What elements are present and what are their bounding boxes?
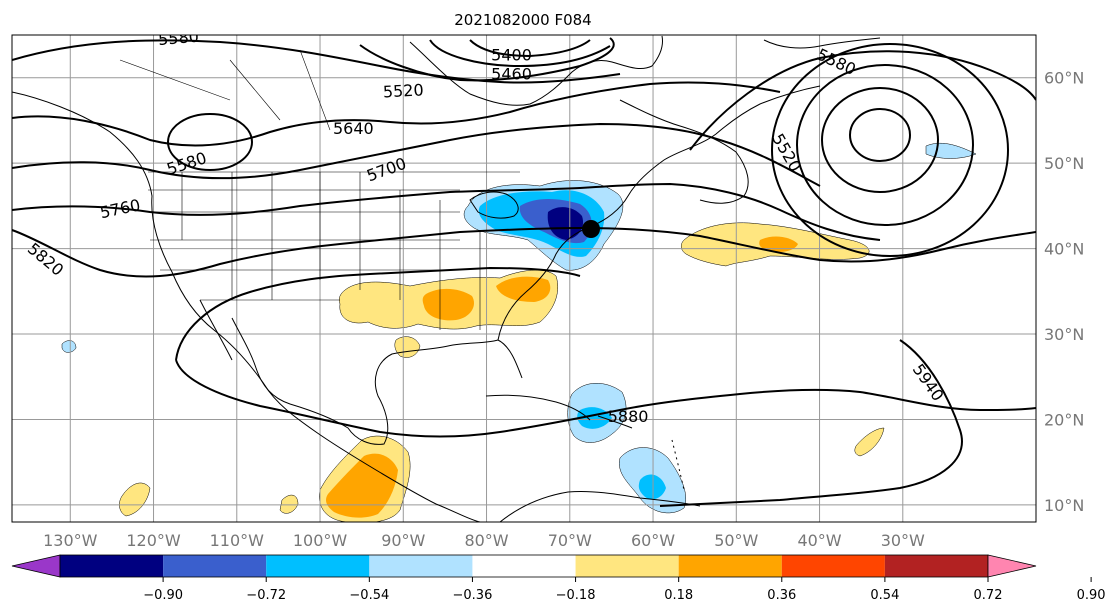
shade-yellow-east-atlantic [854, 427, 885, 457]
coast-greenland [763, 37, 881, 49]
lon-tick-label: 30°W [881, 531, 925, 550]
coast-cuba [485, 394, 591, 421]
contour-atl-low-4 [771, 43, 1009, 257]
colorbar-tick-label: −0.54 [349, 588, 389, 603]
contour-label-text: 5640 [333, 119, 374, 138]
colorbar-tick-label: 0.90 [1077, 588, 1105, 603]
lon-tick-label: 60°W [631, 531, 675, 550]
contour-5640 [12, 81, 781, 147]
contour-atl-low-3 [796, 64, 974, 226]
contour-5940 [659, 339, 963, 507]
colorbar-tick-label: 0.54 [870, 588, 899, 603]
contour-label: 5400 [491, 46, 532, 65]
colorbar-segment [60, 555, 164, 577]
map-area: 5580540054605520564057005580576058205580… [12, 27, 1036, 522]
shade-yellow-pacific-mid [279, 494, 299, 514]
colorbar-segment [163, 555, 267, 577]
contour-label-text: 5580 [157, 27, 199, 49]
coast-antilles [671, 439, 685, 491]
colorbar-extend-high [987, 554, 1037, 578]
colorbar-tick-label: −0.72 [246, 588, 286, 603]
colorbar-tick-label: −0.36 [453, 588, 493, 603]
lon-tick-label: 110°W [210, 531, 265, 550]
lon-tick-label: 70°W [548, 531, 592, 550]
contour-label-text: 5880 [608, 407, 649, 426]
shade-orange-carolinas [496, 276, 551, 302]
contour-5580-low [167, 113, 253, 171]
contour-label-text: 5520 [382, 80, 424, 101]
colorbar-segment [678, 555, 782, 577]
colorbar-tick-label: 0.72 [974, 588, 1003, 603]
coast-great-lakes [469, 191, 519, 219]
contour-5700 [12, 122, 821, 187]
colorbar: −0.90 −0.72 −0.54 −0.36 −0.18 0.18 0.36 0.54 0.7… [11, 554, 1105, 603]
lat-tick-label: 60°N [1044, 69, 1084, 88]
contour-atl-low-1 [849, 108, 911, 162]
shade-orange-central-america [326, 453, 398, 518]
colorbar-segment [472, 555, 576, 577]
coast-south-america [499, 490, 701, 522]
contour-5760 [12, 182, 881, 241]
plot-title: 2021082000 F084 [454, 11, 591, 29]
colorbar-segment [781, 555, 885, 577]
coast-hudson [409, 35, 663, 106]
contour-label: 5640 [333, 119, 374, 138]
height-contours [12, 37, 1036, 507]
shade-orange-gulf [422, 288, 475, 321]
coast-east [497, 85, 821, 341]
contour-5520 [359, 37, 615, 82]
contour-atl-low-2 [821, 87, 939, 193]
contour-atl-outer-1 [689, 50, 1036, 151]
contour-5400 [469, 39, 591, 58]
contour-5580-north [12, 39, 621, 84]
colorbar-segment [575, 555, 679, 577]
lat-tick-label: 50°N [1044, 154, 1084, 173]
lat-tick-label: 40°N [1044, 240, 1084, 259]
coast-gulf [231, 317, 523, 445]
shade-navy-northeast [547, 207, 584, 240]
colorbar-extend-low [11, 554, 61, 578]
contour-label: 5520 [382, 80, 424, 101]
coast-labrador [619, 99, 749, 204]
contour-5880-ring [175, 266, 581, 361]
coast-hispaniola [597, 415, 633, 429]
colorbar-tick-label: −0.18 [556, 588, 596, 603]
contour-5880 [175, 359, 1036, 438]
colorbar-tick-label: 0.36 [767, 588, 796, 603]
shading-layer [61, 143, 977, 522]
lat-tick-label: 10°N [1044, 496, 1084, 515]
colorbar-segment [266, 555, 370, 577]
contour-label: 5460 [491, 64, 532, 83]
state-borders [119, 49, 520, 330]
coastlines [12, 35, 881, 522]
map-frame [11, 34, 1037, 523]
lat-tick-label: 20°N [1044, 410, 1084, 429]
latitude-ticks: 10°N 20°N 30°N 40°N 50°N 60°N [1044, 69, 1084, 515]
lat-tick-label: 30°N [1044, 325, 1084, 344]
contour-label: 5880 [608, 407, 649, 426]
longitude-ticks: 130°W 120°W 110°W 100°W 90°W 80°W 70°W 60°W 50°W… [43, 531, 925, 550]
colorbar-tick-label: 0.18 [664, 588, 693, 603]
shade-yellow-pacific-west [119, 482, 151, 517]
lon-tick-label: 40°W [797, 531, 841, 550]
colorbar-tick-label: −0.90 [143, 588, 183, 603]
coast-baja [199, 299, 233, 361]
contour-label-text: 5460 [491, 64, 532, 83]
contour-label: 5580 [157, 27, 199, 49]
lon-tick-label: 130°W [43, 531, 98, 550]
shade-blue-east-caribbean [638, 474, 666, 500]
lon-tick-label: 120°W [126, 531, 181, 550]
lon-tick-label: 50°W [714, 531, 758, 550]
colorbar-segment [884, 555, 988, 577]
lon-tick-label: 100°W [293, 531, 348, 550]
lon-tick-label: 90°W [381, 531, 425, 550]
colorbar-segment [369, 555, 473, 577]
contour-5460 [429, 39, 611, 68]
shade-light-blue-pacific [61, 340, 77, 353]
coast-west [12, 91, 481, 522]
contour-5820 [12, 226, 1036, 278]
contour-label-text: 5400 [491, 46, 532, 65]
lon-tick-label: 80°W [464, 531, 508, 550]
